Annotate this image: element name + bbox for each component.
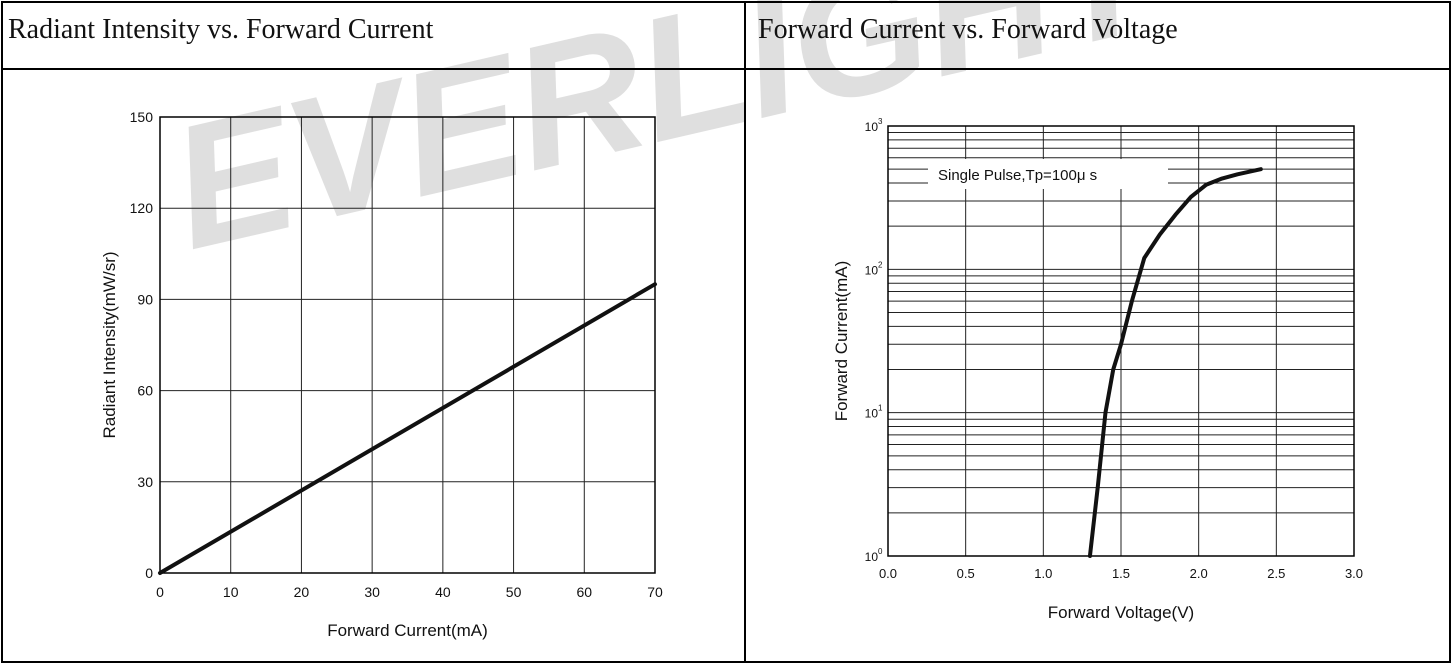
x-tick-label: 10 — [223, 584, 239, 600]
x-tick-label: 2.5 — [1267, 566, 1285, 581]
y-tick-label: 0 — [145, 565, 153, 581]
y-tick-label: 60 — [137, 383, 153, 399]
x-tick-label: 1.5 — [1112, 566, 1130, 581]
y-tick-label: 120 — [130, 200, 154, 216]
series-line — [158, 282, 657, 575]
x-tick-label: 2.0 — [1190, 566, 1208, 581]
x-tick-label: 0.0 — [879, 566, 897, 581]
y-tick-exponent: 1 — [878, 404, 883, 413]
y-tick-exponent: 2 — [878, 260, 883, 269]
series-line — [1087, 167, 1263, 558]
x-tick-label: 3.0 — [1345, 566, 1363, 581]
x-tick-label: 1.0 — [1034, 566, 1052, 581]
y-tick-label: 10 — [865, 550, 879, 564]
x-tick-label: 0.5 — [957, 566, 975, 581]
y-tick-label: 10 — [865, 120, 879, 134]
plot-border — [159, 116, 656, 574]
x-tick-label: 20 — [294, 584, 310, 600]
annotation-background — [928, 159, 1168, 189]
y-axis-label: Radiant Intensity(mW/sr) — [100, 251, 119, 438]
y-tick-label: 10 — [865, 407, 879, 421]
header-divider — [1, 68, 1451, 70]
y-tick-exponent: 3 — [878, 117, 883, 126]
x-tick-label: 40 — [435, 584, 451, 600]
y-tick-label: 10 — [865, 263, 879, 277]
x-axis-label: Forward Current(mA) — [327, 621, 488, 640]
x-axis-label: Forward Voltage(V) — [1048, 603, 1194, 622]
right-panel-title: Forward Current vs. Forward Voltage — [758, 14, 1178, 45]
y-axis-label: Forward Current(mA) — [832, 261, 851, 422]
x-tick-label: 30 — [364, 584, 380, 600]
x-tick-label: 50 — [506, 584, 522, 600]
panel-divider-vertical — [744, 1, 746, 663]
plot-border — [887, 125, 1355, 557]
x-tick-label: 70 — [647, 584, 663, 600]
y-tick-label: 150 — [130, 109, 154, 125]
left-panel-title: Radiant Intensity vs. Forward Current — [8, 14, 434, 45]
annotation-text: Single Pulse,Tp=100μ s — [938, 167, 1097, 184]
y-tick-label: 30 — [137, 474, 153, 490]
y-tick-label: 90 — [137, 291, 153, 307]
x-tick-label: 0 — [156, 584, 164, 600]
y-tick-exponent: 0 — [878, 547, 883, 556]
x-tick-label: 60 — [576, 584, 592, 600]
